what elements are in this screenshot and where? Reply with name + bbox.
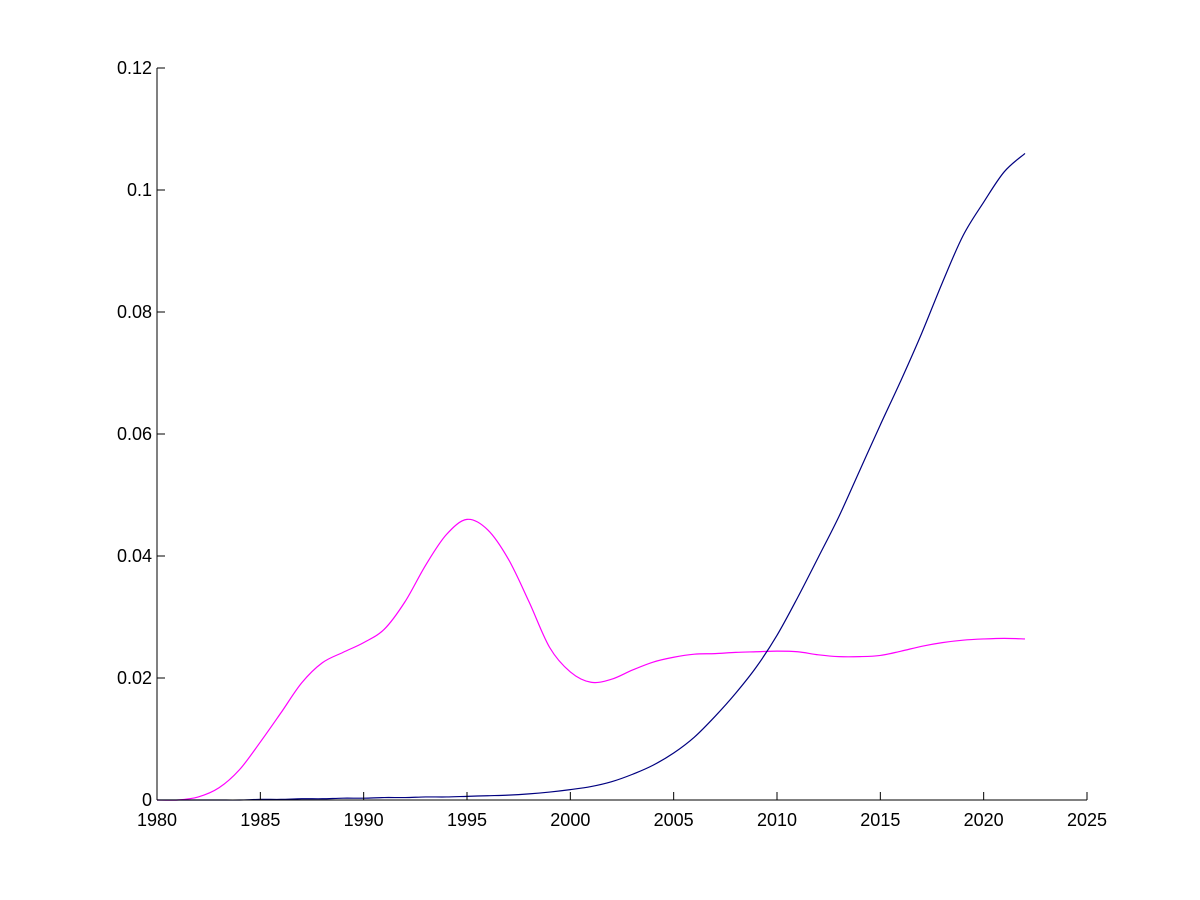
y-tick-label: 0.06: [117, 424, 152, 444]
y-tick-label: 0.02: [117, 668, 152, 688]
series-line-2: [157, 152, 1026, 801]
x-axis-ticks: 1980 1985 1990 1995 2000 2005 2010 2015 2020 2025: [137, 792, 1107, 830]
x-tick-label: 2000: [550, 810, 590, 830]
x-tick-label: 1985: [240, 810, 280, 830]
x-tick-label: 1980: [137, 810, 177, 830]
x-tick-label: 2020: [964, 810, 1004, 830]
x-tick-label: 2010: [757, 810, 797, 830]
x-tick-label: 1990: [344, 810, 384, 830]
x-tick-label: 1995: [447, 810, 487, 830]
y-tick-label: 0.12: [117, 58, 152, 78]
y-tick-label: 0.1: [127, 180, 152, 200]
x-tick-label: 2005: [654, 810, 694, 830]
y-tick-label: 0: [142, 790, 152, 810]
y-tick-label: 0.04: [117, 546, 152, 566]
y-tick-label: 0.08: [117, 302, 152, 322]
series-line-1: [156, 518, 1026, 801]
y-axis-ticks: 0 0.02 0.04 0.06 0.08 0.1 0.12: [117, 58, 165, 810]
x-tick-label: 2025: [1067, 810, 1107, 830]
series-layer: [156, 152, 1026, 801]
x-tick-label: 2015: [860, 810, 900, 830]
